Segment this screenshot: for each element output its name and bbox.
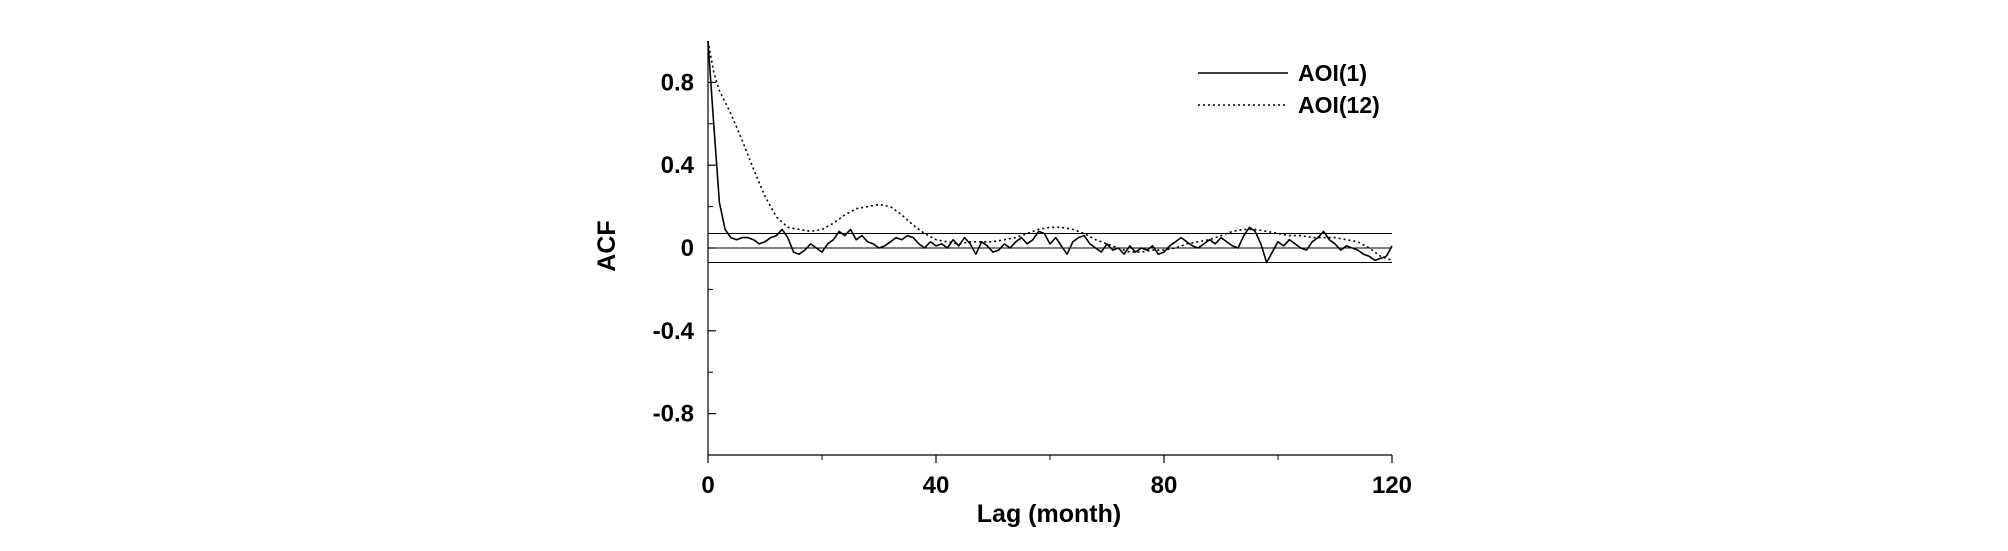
y-axis-title: ACF: [593, 220, 621, 271]
axes: [707, 41, 1393, 463]
x-tick-label: 0: [701, 472, 714, 499]
y-tick-label: -0.8: [653, 401, 694, 428]
y-tick-label: 0.4: [661, 152, 695, 179]
x-axis-title: Lag (month): [977, 500, 1121, 528]
series-line-aoi12: [707, 40, 1393, 262]
series-line-aoi1: [707, 40, 1393, 264]
x-tick-label: 80: [1151, 472, 1178, 499]
series-layer: [707, 40, 1393, 264]
legend-label-aoi1: AOI(1): [1298, 60, 1367, 86]
tick-labels: 0.8 0.4 0 -0.4 -0.8 0 40 80 120: [653, 69, 1412, 499]
x-tick-label: 120: [1372, 472, 1412, 499]
y-tick-label: 0: [681, 235, 694, 262]
x-tick-label: 40: [923, 472, 950, 499]
y-tick-label: 0.8: [661, 69, 694, 96]
y-tick-label: -0.4: [653, 318, 695, 345]
confidence-band: [708, 233, 1392, 263]
legend-label-aoi12: AOI(12): [1298, 92, 1380, 118]
legend: AOI(1) AOI(12): [1198, 60, 1380, 118]
